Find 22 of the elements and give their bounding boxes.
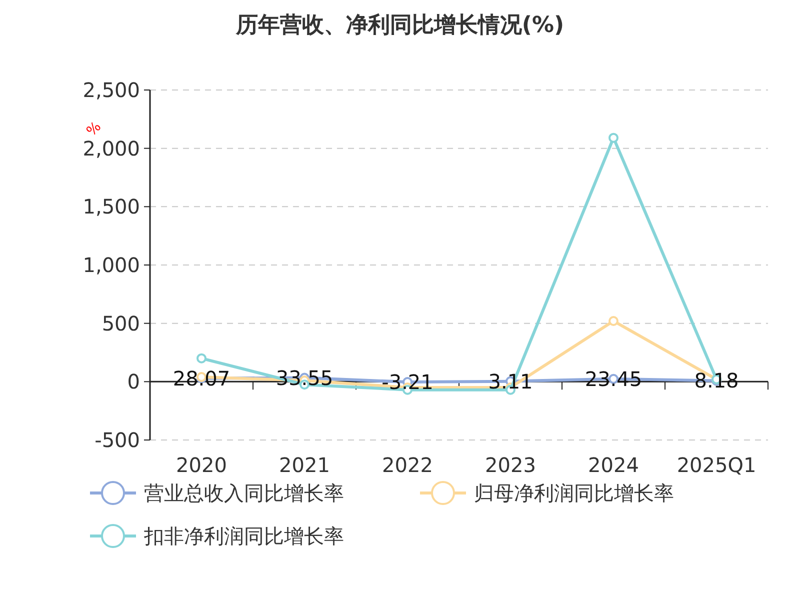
- x-tick-label: 2025Q1: [676, 453, 756, 477]
- legend-label: 扣非净利润同比增长率: [143, 524, 344, 548]
- x-tick-label: 2024: [588, 453, 639, 477]
- data-label: 3.11: [488, 369, 533, 394]
- data-label: 33.55: [276, 366, 334, 390]
- y-tick-label: 0: [127, 370, 140, 394]
- chart-title: 历年营收、净利同比增长情况(%): [234, 13, 564, 38]
- x-tick-label: 2022: [382, 453, 433, 477]
- x-tick-label: 2021: [279, 453, 330, 477]
- x-tick-label: 2020: [176, 453, 227, 477]
- point: [196, 353, 206, 364]
- point: [608, 132, 618, 143]
- legend-label: 归母净利润同比增长率: [474, 481, 674, 505]
- data-label: -3.21: [382, 370, 434, 394]
- point: [608, 316, 618, 326]
- y-tick-label: 2,500: [82, 78, 140, 102]
- legend-label: 营业总收入同比增长率: [144, 481, 344, 505]
- y-tick-label: -500: [94, 428, 140, 452]
- x-tick-label: 2023: [485, 453, 536, 477]
- y-tick-label: 1,500: [82, 194, 140, 219]
- y-tick-label: 500: [102, 311, 140, 336]
- y-tick-label: 1,000: [82, 253, 140, 277]
